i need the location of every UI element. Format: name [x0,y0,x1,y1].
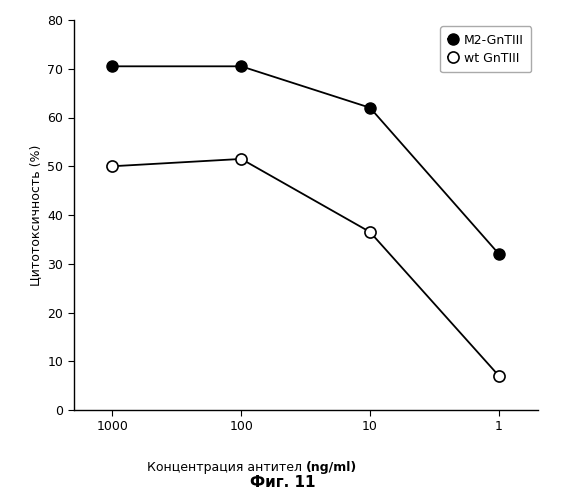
M2-GnTIII [109,64,116,70]
wt GnTIII [238,156,245,162]
Text: Концентрация антител: Концентрация антител [147,460,306,473]
M2-GnTIII [238,64,245,70]
wt GnTIII [367,229,374,235]
Text: Фиг. 11: Фиг. 11 [250,475,316,490]
Y-axis label: Цитотоксичность (%): Цитотоксичность (%) [29,144,42,286]
wt GnTIII [109,163,116,169]
M2-GnTIII [367,105,374,111]
Line: M2-GnTIII: M2-GnTIII [107,61,504,260]
M2-GnTIII [495,251,502,257]
Line: wt GnTIII: wt GnTIII [107,154,504,382]
Text: (ng/ml): (ng/ml) [306,460,357,473]
wt GnTIII [495,373,502,379]
Legend: M2-GnTIII, wt GnTIII: M2-GnTIII, wt GnTIII [440,26,531,72]
